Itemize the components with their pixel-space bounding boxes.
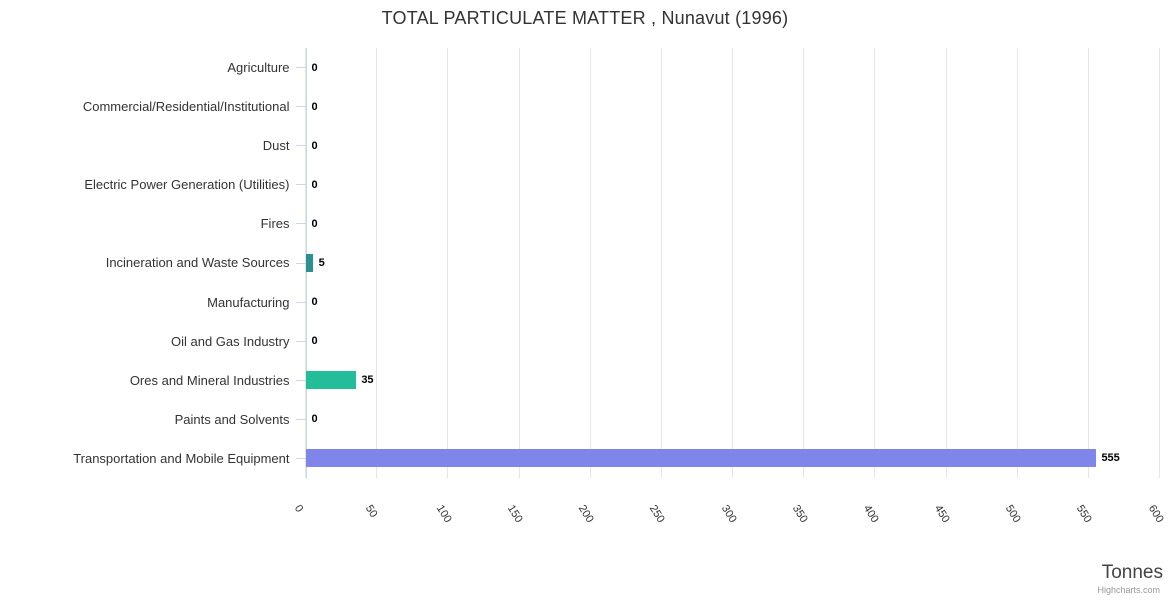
category-tick-mark (295, 418, 306, 420)
gridline (874, 48, 876, 478)
x-axis-tick-label: 550 (1074, 503, 1095, 525)
category-tick-mark (295, 106, 306, 108)
gridline (660, 48, 662, 478)
data-label: 0 (311, 413, 318, 426)
category-label: Incineration and Waste Sources (105, 255, 290, 271)
category-label: Paints and Solvents (174, 411, 290, 427)
x-axis-tick-label: 150 (504, 503, 525, 525)
x-axis-tick-label: 200 (575, 503, 596, 525)
category-label: Ores and Mineral Industries (129, 372, 290, 388)
gridline (1016, 48, 1018, 478)
gridline (518, 48, 520, 478)
gridline (1159, 48, 1160, 478)
x-axis-tick-label: 300 (718, 503, 739, 525)
gridline (447, 48, 449, 478)
x-axis-tick-label: 100 (433, 503, 454, 525)
category-tick-mark (295, 223, 306, 225)
data-label: 5 (318, 256, 325, 269)
category-tick-mark (295, 184, 306, 186)
category-tick-mark (295, 67, 306, 69)
category-tick-mark (295, 457, 306, 459)
x-axis-tick-label: 350 (789, 503, 810, 525)
data-label: 555 (1101, 452, 1120, 465)
chart-title: TOTAL PARTICULATE MATTER , Nunavut (1996… (381, 8, 789, 28)
x-axis-tick-label: 0 (291, 503, 305, 515)
category-label: Manufacturing (207, 294, 290, 310)
data-label: 0 (311, 217, 318, 230)
category-tick-mark (295, 262, 306, 264)
bar[interactable] (306, 254, 314, 272)
bar[interactable] (306, 449, 1096, 468)
gridline (1087, 48, 1089, 478)
data-label: 0 (311, 100, 318, 113)
x-axis-title: Tonnes (1101, 562, 1163, 583)
gridline (589, 48, 591, 478)
gridline (803, 48, 805, 478)
category-label: Oil and Gas Industry (171, 333, 290, 349)
category-label: Fires (260, 216, 290, 232)
x-axis-tick-label: 250 (647, 503, 668, 525)
category-tick-mark (295, 340, 306, 342)
data-label: 0 (311, 139, 318, 152)
bar[interactable] (306, 371, 356, 390)
data-label: 0 (311, 61, 318, 74)
category-label: Agriculture (227, 60, 290, 76)
data-label: 0 (311, 335, 318, 348)
category-tick-mark (295, 379, 306, 381)
category-label: Dust (262, 138, 290, 154)
x-axis-tick-label: 450 (931, 503, 952, 525)
gridline (376, 48, 378, 478)
category-label: Electric Power Generation (Utilities) (84, 177, 290, 193)
x-axis-tick-label: 500 (1002, 503, 1023, 525)
highcharts-credit-link[interactable]: Highcharts.com (1097, 585, 1160, 595)
x-axis-tick-label: 400 (860, 503, 881, 525)
gridline (945, 48, 947, 478)
category-label: Transportation and Mobile Equipment (73, 450, 290, 466)
gridline (732, 48, 733, 478)
data-label: 0 (311, 296, 318, 309)
data-label: 35 (361, 374, 374, 387)
category-tick-mark (295, 301, 306, 303)
x-axis-tick-label: 600 (1145, 503, 1166, 525)
x-axis-tick-label: 50 (362, 503, 380, 520)
category-tick-mark (295, 145, 306, 147)
category-label: Commercial/Residential/Institutional (82, 99, 290, 115)
data-label: 0 (311, 178, 318, 191)
